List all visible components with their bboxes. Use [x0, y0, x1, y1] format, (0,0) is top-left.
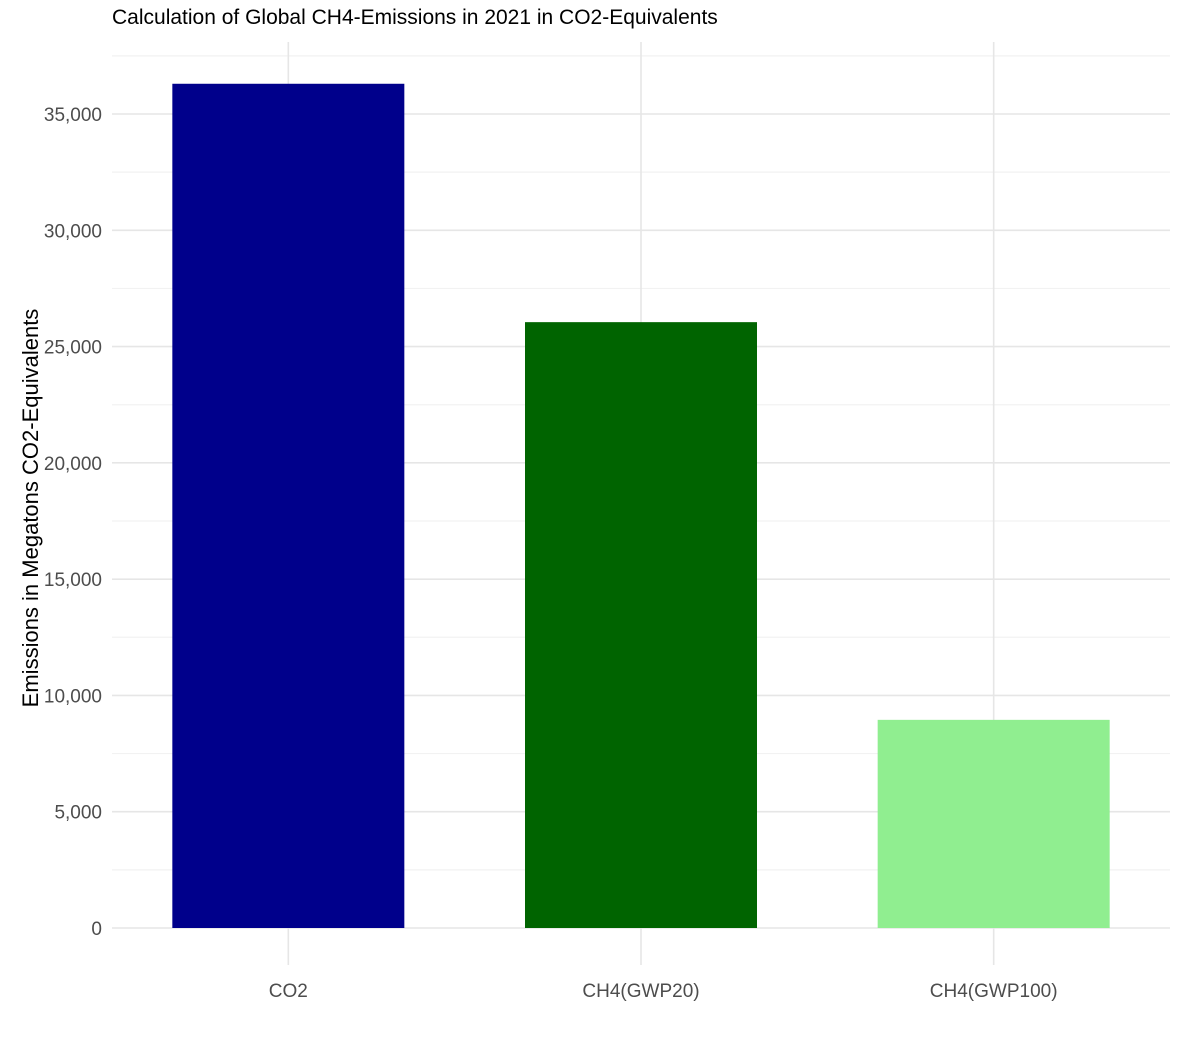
x-tick-labels: CO2 CH4(GWP20) CH4(GWP100): [269, 981, 1058, 1002]
y-tick-label: 25,000: [44, 338, 102, 359]
y-tick-label: 5,000: [54, 803, 102, 824]
bar-co2: [172, 83, 405, 928]
x-tick-label: CH4(GWP20): [582, 981, 699, 1002]
bars: [172, 83, 1110, 928]
y-tick-label: 15,000: [44, 570, 102, 591]
y-tick-label: 35,000: [44, 105, 102, 126]
x-tick-label: CO2: [269, 981, 308, 1002]
y-tick-labels: 0 5,000 10,000 15,000 20,000 25,000 30,000 35,0…: [44, 105, 102, 940]
bar-ch4-gwp100: [877, 719, 1110, 928]
y-tick-label: 0: [91, 919, 102, 940]
y-tick-label: 10,000: [44, 686, 102, 707]
bar-ch4-gwp20: [525, 322, 757, 928]
y-tick-label: 20,000: [44, 454, 102, 475]
y-tick-label: 30,000: [44, 221, 102, 242]
x-tick-label: CH4(GWP100): [930, 981, 1058, 1002]
chart-title: Calculation of Global CH4-Emissions in 2…: [112, 6, 718, 29]
